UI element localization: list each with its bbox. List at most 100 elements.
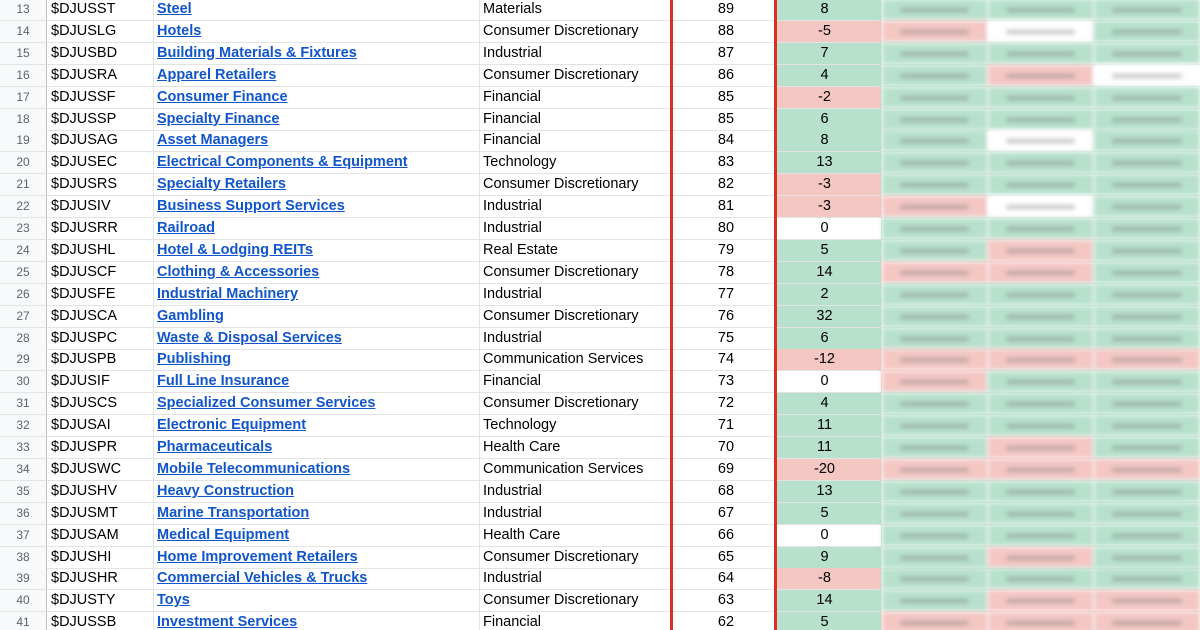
table-row[interactable]: 36 $DJUSMT Marine Transportation Industrial… bbox=[0, 502, 1200, 525]
row-number[interactable]: 22 bbox=[0, 196, 47, 218]
sector-cell[interactable]: Consumer Discretionary bbox=[480, 393, 671, 415]
industry-name-cell[interactable]: Specialty Finance bbox=[154, 108, 480, 130]
sector-cell[interactable]: Industrial bbox=[480, 218, 671, 239]
rank-change-cell[interactable]: 5 bbox=[776, 239, 882, 261]
ticker-cell[interactable]: $DJUSPR bbox=[47, 437, 154, 458]
sector-cell[interactable]: Industrial bbox=[480, 196, 671, 218]
rank-change-cell[interactable]: 13 bbox=[776, 480, 882, 502]
rank-change-cell[interactable]: -2 bbox=[776, 86, 882, 108]
rank-change-cell[interactable]: -12 bbox=[776, 349, 882, 371]
rank-cell[interactable]: 75 bbox=[671, 327, 776, 349]
industry-link[interactable]: Mobile Telecommunications bbox=[157, 460, 351, 477]
industry-link[interactable]: Gambling bbox=[157, 307, 224, 324]
industry-link[interactable]: Publishing bbox=[157, 351, 232, 368]
sector-cell[interactable]: Consumer Discretionary bbox=[480, 546, 671, 568]
sector-cell[interactable]: Materials bbox=[480, 0, 671, 20]
table-row[interactable]: 37 $DJUSAM Medical Equipment Health Care 66 0 bbox=[0, 524, 1200, 547]
rank-change-cell[interactable]: 5 bbox=[776, 612, 882, 630]
sector-cell[interactable]: Industrial bbox=[480, 502, 671, 524]
industry-name-cell[interactable]: Asset Managers bbox=[154, 130, 480, 152]
table-row[interactable]: 30 $DJUSIF Full Line Insurance Financial 73 0 bbox=[0, 371, 1200, 394]
sector-cell[interactable]: Industrial bbox=[480, 283, 671, 305]
sector-cell[interactable]: Financial bbox=[480, 371, 671, 393]
rank-cell[interactable]: 81 bbox=[671, 196, 776, 218]
row-number[interactable]: 38 bbox=[0, 546, 47, 568]
industry-name-cell[interactable]: Pharmaceuticals bbox=[154, 437, 480, 458]
industry-link[interactable]: Clothing & Accessories bbox=[157, 263, 320, 280]
row-number[interactable]: 13 bbox=[0, 0, 47, 20]
sector-cell[interactable]: Consumer Discretionary bbox=[480, 20, 671, 42]
industry-link[interactable]: Specialty Retailers bbox=[157, 176, 286, 193]
row-number[interactable]: 34 bbox=[0, 458, 47, 480]
table-row[interactable]: 41 $DJUSSB Investment Services Financial 62 5 bbox=[0, 612, 1200, 630]
row-number[interactable]: 16 bbox=[0, 64, 47, 86]
rank-cell[interactable]: 72 bbox=[671, 393, 776, 415]
table-row[interactable]: 28 $DJUSPC Waste & Disposal Services Indust… bbox=[0, 327, 1200, 350]
ticker-cell[interactable]: $DJUSCF bbox=[47, 261, 154, 283]
row-number[interactable]: 33 bbox=[0, 437, 47, 458]
industry-link[interactable]: Medical Equipment bbox=[157, 526, 290, 543]
rank-change-cell[interactable]: 32 bbox=[776, 305, 882, 327]
ticker-cell[interactable]: $DJUSRA bbox=[47, 64, 154, 86]
table-row[interactable]: 31 $DJUSCS Specialized Consumer Services Co… bbox=[0, 393, 1200, 416]
table-row[interactable]: 17 $DJUSSF Consumer Finance Financial 85 -2 bbox=[0, 86, 1200, 109]
row-number[interactable]: 18 bbox=[0, 108, 47, 130]
rank-cell[interactable]: 74 bbox=[671, 349, 776, 371]
sector-cell[interactable]: Consumer Discretionary bbox=[480, 590, 671, 612]
industry-link[interactable]: Business Support Services bbox=[157, 198, 345, 215]
row-number[interactable]: 30 bbox=[0, 371, 47, 393]
industry-link[interactable]: Industrial Machinery bbox=[157, 285, 299, 302]
rank-cell[interactable]: 89 bbox=[671, 0, 776, 20]
table-row[interactable]: 25 $DJUSCF Clothing & Accessories Consumer … bbox=[0, 261, 1200, 284]
industry-name-cell[interactable]: Gambling bbox=[154, 305, 480, 327]
table-row[interactable]: 34 $DJUSWC Mobile Telecommunications Commun… bbox=[0, 458, 1200, 481]
row-number[interactable]: 23 bbox=[0, 218, 47, 239]
row-number[interactable]: 24 bbox=[0, 239, 47, 261]
table-row[interactable]: 24 $DJUSHL Hotel & Lodging REITs Real Estat… bbox=[0, 239, 1200, 262]
industry-link[interactable]: Hotels bbox=[157, 22, 202, 39]
industry-name-cell[interactable]: Marine Transportation bbox=[154, 502, 480, 524]
sector-cell[interactable]: Financial bbox=[480, 86, 671, 108]
ticker-cell[interactable]: $DJUSSB bbox=[47, 612, 154, 630]
table-row[interactable]: 19 $DJUSAG Asset Managers Financial 84 8 bbox=[0, 130, 1200, 153]
industry-name-cell[interactable]: Mobile Telecommunications bbox=[154, 458, 480, 480]
row-number[interactable]: 29 bbox=[0, 349, 47, 371]
industry-name-cell[interactable]: Railroad bbox=[154, 218, 480, 239]
industry-name-cell[interactable]: Full Line Insurance bbox=[154, 371, 480, 393]
industry-link[interactable]: Full Line Insurance bbox=[157, 373, 290, 390]
ticker-cell[interactable]: $DJUSPC bbox=[47, 327, 154, 349]
row-number[interactable]: 40 bbox=[0, 590, 47, 612]
industry-name-cell[interactable]: Specialty Retailers bbox=[154, 174, 480, 196]
rank-change-cell[interactable]: -5 bbox=[776, 20, 882, 42]
row-number[interactable]: 37 bbox=[0, 524, 47, 546]
sector-cell[interactable]: Real Estate bbox=[480, 239, 671, 261]
ticker-cell[interactable]: $DJUSRR bbox=[47, 218, 154, 239]
sector-cell[interactable]: Financial bbox=[480, 130, 671, 152]
rank-change-cell[interactable]: 14 bbox=[776, 590, 882, 612]
table-row[interactable]: 39 $DJUSHR Commercial Vehicles & Trucks Ind… bbox=[0, 568, 1200, 591]
rank-cell[interactable]: 71 bbox=[671, 415, 776, 437]
rank-change-cell[interactable]: 2 bbox=[776, 283, 882, 305]
industry-link[interactable]: Electronic Equipment bbox=[157, 417, 307, 434]
ticker-cell[interactable]: $DJUSHI bbox=[47, 546, 154, 568]
ticker-cell[interactable]: $DJUSFE bbox=[47, 283, 154, 305]
industry-link[interactable]: Specialty Finance bbox=[157, 110, 280, 127]
industry-link[interactable]: Commercial Vehicles & Trucks bbox=[157, 570, 368, 587]
rank-change-cell[interactable]: 8 bbox=[776, 130, 882, 152]
industry-name-cell[interactable]: Electrical Components & Equipment bbox=[154, 152, 480, 174]
rank-change-cell[interactable]: 13 bbox=[776, 152, 882, 174]
industry-name-cell[interactable]: Electronic Equipment bbox=[154, 415, 480, 437]
rank-change-cell[interactable]: 0 bbox=[776, 371, 882, 393]
ticker-cell[interactable]: $DJUSIF bbox=[47, 371, 154, 393]
sector-cell[interactable]: Health Care bbox=[480, 437, 671, 458]
table-row[interactable]: 23 $DJUSRR Railroad Industrial 80 0 bbox=[0, 218, 1200, 240]
industry-link[interactable]: Heavy Construction bbox=[157, 482, 294, 499]
rank-change-cell[interactable]: 9 bbox=[776, 546, 882, 568]
rank-cell[interactable]: 62 bbox=[671, 612, 776, 630]
industry-name-cell[interactable]: Consumer Finance bbox=[154, 86, 480, 108]
ticker-cell[interactable]: $DJUSIV bbox=[47, 196, 154, 218]
industry-name-cell[interactable]: Apparel Retailers bbox=[154, 64, 480, 86]
row-number[interactable]: 14 bbox=[0, 20, 47, 42]
industry-link[interactable]: Steel bbox=[157, 1, 192, 17]
rank-cell[interactable]: 85 bbox=[671, 108, 776, 130]
